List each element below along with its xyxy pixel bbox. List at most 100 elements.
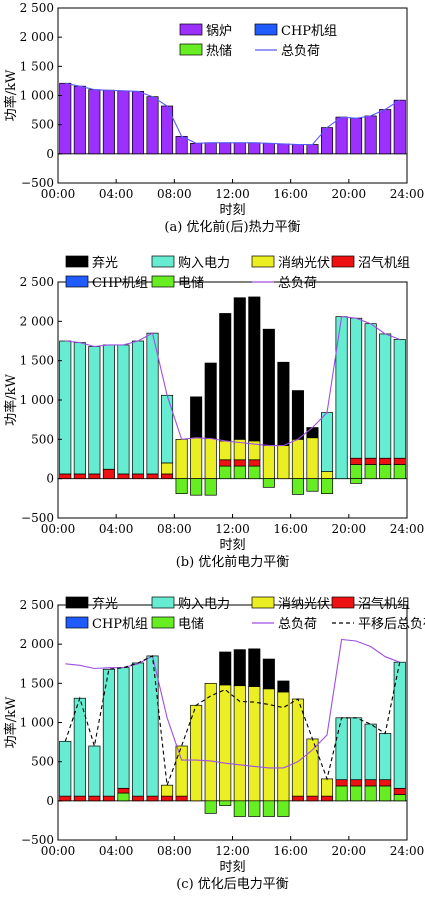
legend-swatch-storage <box>179 43 203 56</box>
bar-pv <box>233 685 246 802</box>
x-tick-label: 00:00 <box>41 187 76 201</box>
bar-pv <box>161 784 174 797</box>
bar-pv <box>204 682 217 802</box>
bar-grid <box>161 394 174 464</box>
legend-label-grid: 购入电力 <box>178 596 230 612</box>
y-tick-label: 2 000 <box>20 314 54 328</box>
legend-swatch-boiler <box>179 23 203 36</box>
bar-battery <box>393 794 406 802</box>
bar-battery-discharge <box>190 478 203 496</box>
bar-pv <box>306 738 319 797</box>
bar-grid <box>59 340 72 475</box>
bar-battery <box>248 465 261 480</box>
bar-boiler <box>204 142 217 155</box>
legend-label-pv: 消纳光伏 <box>278 597 330 612</box>
bar-grid <box>364 723 377 781</box>
x-tick-label: 12:00 <box>215 187 250 201</box>
bar-curtail <box>291 390 304 440</box>
bar-pv <box>175 438 188 480</box>
legend-label-chp: CHP机组 <box>281 24 337 39</box>
y-tick-label: −500 <box>21 176 54 190</box>
bar-battery <box>350 464 363 480</box>
bar-grid <box>350 717 363 781</box>
bar-biogas <box>393 787 406 795</box>
x-tick-label: 08:00 <box>157 187 192 201</box>
chart-panel-2: −500 0 500 1 000 1 500 2 000 2 500 00:00 04:00 08… <box>3 255 424 570</box>
bar-boiler <box>219 142 232 155</box>
bar-boiler <box>73 85 86 155</box>
legend-swatch-chp <box>65 275 89 288</box>
bar-grid <box>73 342 86 475</box>
bar-pv <box>190 704 203 802</box>
bar-boiler <box>88 89 101 155</box>
legend-swatch-chp <box>65 616 89 629</box>
bar-grid <box>59 740 72 797</box>
bar-biogas <box>291 795 304 802</box>
legend-swatch-battery <box>151 275 175 288</box>
legend-label-storage: 热储 <box>206 44 232 59</box>
bar-battery-discharge <box>291 478 304 495</box>
bar-grid <box>117 344 130 475</box>
bar-biogas <box>102 468 115 480</box>
bar-grid <box>102 344 115 470</box>
x-tick-label: 08:00 <box>157 844 192 858</box>
x-axis-label: 时刻 <box>219 538 245 553</box>
bar-biogas <box>73 795 86 802</box>
bar-curtail <box>233 297 246 440</box>
bar-boiler <box>350 117 363 155</box>
legend-label-total: 总负荷 <box>278 617 317 632</box>
x-tick-label: 00:00 <box>41 522 76 536</box>
y-tick-label: 2 500 <box>20 275 54 289</box>
bar-boiler <box>175 135 188 155</box>
x-tick-label: 16:00 <box>273 187 308 201</box>
x-axis-label: 时刻 <box>219 203 245 218</box>
bar-grid <box>88 346 101 475</box>
bar-biogas <box>364 457 377 465</box>
bar-pv <box>277 445 290 480</box>
bar-boiler <box>146 96 159 155</box>
bar-biogas <box>146 795 159 802</box>
bar-pv <box>320 778 334 797</box>
bar-grid <box>350 317 363 459</box>
legend-label-total: 总负荷 <box>278 276 317 291</box>
bar-battery-discharge <box>175 478 188 494</box>
bar-biogas <box>131 795 145 802</box>
legend-swatch-biogas <box>331 596 355 609</box>
x-tick-label: 24:00 <box>390 522 425 536</box>
x-tick-label: 00:00 <box>41 844 76 858</box>
bar-battery-discharge <box>204 478 217 496</box>
bar-pv <box>291 438 304 480</box>
bar-boiler <box>379 109 392 155</box>
bar-battery <box>335 785 348 802</box>
bar-biogas <box>88 473 101 480</box>
bar-battery-discharge <box>320 478 334 494</box>
bar-pv <box>204 438 217 480</box>
bar-curtail <box>248 296 261 442</box>
bar-grid <box>393 339 406 459</box>
bar-battery <box>393 464 406 480</box>
y-tick-label: 1 500 <box>20 676 54 690</box>
chart-panel-3: −500 0 500 1 000 1 500 2 000 2 500 00:00 04:00 08… <box>3 596 425 892</box>
x-tick-label: 12:00 <box>215 522 250 536</box>
legend-label-curtail: 弃光 <box>92 597 118 612</box>
legend-swatch-biogas <box>331 255 355 268</box>
y-tick-label: 1 000 <box>20 393 54 407</box>
y-tick-label: 2 000 <box>20 30 54 44</box>
bar-grid <box>320 412 334 472</box>
bar-grid <box>73 697 86 797</box>
bar-biogas <box>146 473 159 480</box>
bar-grid <box>131 340 145 475</box>
y-tick-label: 500 <box>31 432 54 446</box>
y-axis-label: 功率/kW <box>3 696 19 748</box>
bar-boiler <box>117 90 130 155</box>
bar-grid <box>131 662 145 797</box>
bar-pv <box>248 686 261 802</box>
bar-grid <box>379 333 392 459</box>
legend: 弃光 购入电力 消纳光伏 沼气机组 CHP机组 电储 总负荷 平移后总负荷 <box>65 596 425 632</box>
bar-pv <box>175 745 188 797</box>
bar-biogas <box>59 473 72 480</box>
bar-boiler <box>277 143 290 155</box>
legend: 弃光 购入电力 消纳光伏 沼气机组 CHP机组 电储 总负荷 <box>65 255 410 291</box>
y-tick-label: 1 000 <box>20 716 54 730</box>
legend-swatch-curtail <box>65 255 89 268</box>
